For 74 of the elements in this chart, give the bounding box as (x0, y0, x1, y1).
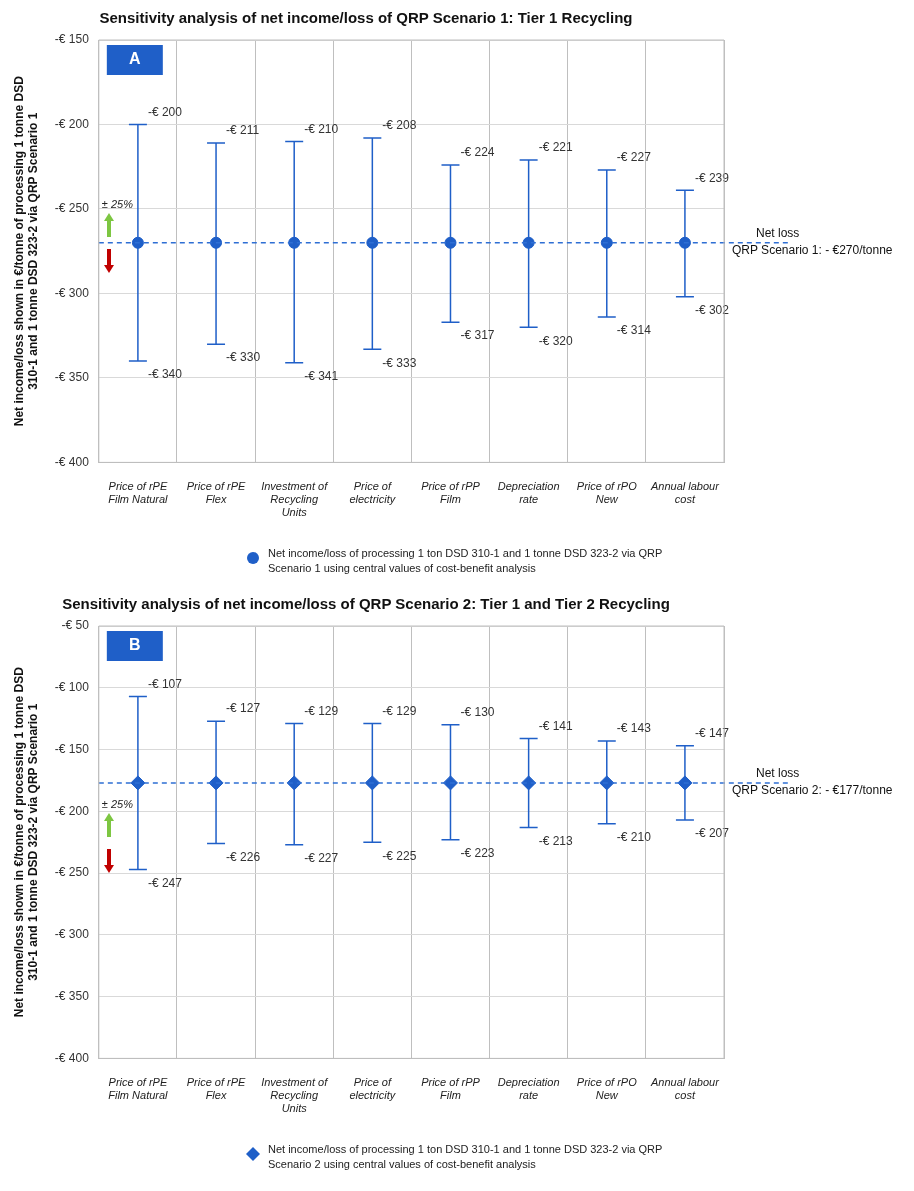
annotation: B (129, 636, 141, 654)
ref-line-label: Net loss QRP Scenario 2: - €177/tonne (732, 766, 893, 798)
annotation: -€ 224 (460, 145, 495, 160)
x-tick-label: Price of rPE Film Natural (108, 1076, 169, 1102)
annotation: -€ 143 (616, 721, 652, 736)
annotation: -€ 223 (460, 846, 495, 861)
x-tick-label: Price of rPP Film (421, 480, 481, 506)
annotation: -€ 247 (147, 875, 183, 890)
annotation: -€ 207 (694, 826, 730, 841)
annotation: -€ 226 (226, 849, 261, 864)
y-tick-label: -€ 200 (54, 803, 90, 818)
annotation: -€ 129 (382, 703, 417, 718)
y-tick-label: -€ 300 (54, 285, 90, 300)
annotation: -€ 341 (304, 369, 339, 384)
chart-title: Sensitivity analysis of net income/loss of QRP Scenario 1: Tier 1 Recycling (99, 9, 633, 27)
x-tick-label: Investment of Recycling Units (261, 1076, 329, 1115)
annotation: -€ 333 (382, 355, 417, 370)
annotation: -€ 227 (616, 150, 652, 165)
annotation: -€ 330 (226, 350, 261, 365)
annotation: -€ 314 (616, 323, 652, 338)
annotation: ± 25% (101, 797, 134, 810)
x-tick-label: Price of rPE Film Natural (108, 480, 169, 506)
annotation: -€ 208 (382, 118, 417, 133)
x-tick-label: Investment of Recycling Units (261, 480, 329, 519)
y-tick-label: -€ 350 (54, 370, 90, 385)
annotation: ± 25% (101, 197, 134, 210)
annotation: -€ 317 (460, 328, 495, 343)
x-tick-label: Price of electricity (349, 480, 397, 506)
x-tick-label: Price of rPO New (576, 1076, 638, 1102)
annotation: A (129, 50, 142, 68)
annotation: -€ 141 (538, 718, 573, 733)
x-tick-label: Price of electricity (349, 1076, 397, 1102)
annotation: -€ 127 (226, 701, 261, 716)
x-tick-label: Price of rPO New (576, 480, 638, 506)
annotation: -€ 302 (694, 303, 730, 318)
y-tick-label: -€ 150 (54, 741, 90, 756)
y-axis-title: Net income/loss shown in €/tonne of processing 1 tonne DSD 310-1 and 1 tonne DSD 323-2 via QRP Scenario 1 (11, 666, 40, 1018)
legend-label: Net income/loss of processing 1 ton DSD 310-1 and 1 tonne DSD 323-2 via QRP Scenario 2 using central values of cost-benefit analysis (268, 1142, 664, 1172)
annotation: -€ 107 (147, 676, 183, 691)
y-tick-label: -€ 100 (54, 680, 90, 695)
annotation: -€ 210 (304, 121, 339, 136)
x-tick-label: Depreciation rate (497, 480, 560, 506)
annotation: -€ 320 (538, 333, 573, 348)
y-tick-label: -€ 350 (54, 988, 90, 1003)
y-tick-label: -€ 200 (54, 116, 90, 131)
y-tick-label: -€ 400 (54, 454, 90, 469)
annotation: -€ 129 (304, 703, 339, 718)
legend-label: Net income/loss of processing 1 ton DSD 310-1 and 1 tonne DSD 323-2 via QRP Scenario 1 using central values of cost-benefit analysis (268, 546, 664, 576)
x-tick-label: Annual labour cost (649, 480, 721, 506)
annotation: -€ 211 (226, 123, 260, 138)
y-tick-label: -€ 250 (54, 201, 90, 216)
x-tick-label: Annual labour cost (649, 1076, 721, 1102)
annotation: -€ 227 (304, 850, 339, 865)
chart-title: Sensitivity analysis of net income/loss of QRP Scenario 2: Tier 1 and Tier 2 Recycling (62, 595, 670, 613)
annotation: -€ 147 (694, 726, 730, 741)
annotation: -€ 225 (382, 848, 417, 863)
annotation: -€ 200 (147, 104, 183, 119)
annotation: -€ 239 (694, 170, 730, 185)
y-tick-label: -€ 150 (54, 32, 90, 47)
y-tick-label: -€ 250 (54, 865, 90, 880)
ref-line-label: Net loss QRP Scenario 1: - €270/tonne (732, 226, 893, 258)
x-tick-label: Price of rPE Flex (186, 480, 247, 506)
x-tick-label: Price of rPP Film (421, 1076, 481, 1102)
annotation: -€ 340 (147, 367, 183, 382)
y-tick-label: -€ 400 (54, 1050, 90, 1065)
annotation: -€ 130 (460, 705, 495, 720)
annotation: -€ 213 (538, 833, 573, 848)
annotation: -€ 221 (538, 140, 573, 155)
y-axis-title: Net income/loss shown in €/tonne of processing 1 tonne DSD 310-1 and 1 tonne DSD 323-2 via QRP Scenario 1 (11, 75, 40, 427)
y-tick-label: -€ 300 (54, 927, 90, 942)
y-tick-label: -€ 50 (61, 618, 90, 633)
x-tick-label: Price of rPE Flex (186, 1076, 247, 1102)
annotation: -€ 210 (616, 829, 652, 844)
x-tick-label: Depreciation rate (497, 1076, 560, 1102)
